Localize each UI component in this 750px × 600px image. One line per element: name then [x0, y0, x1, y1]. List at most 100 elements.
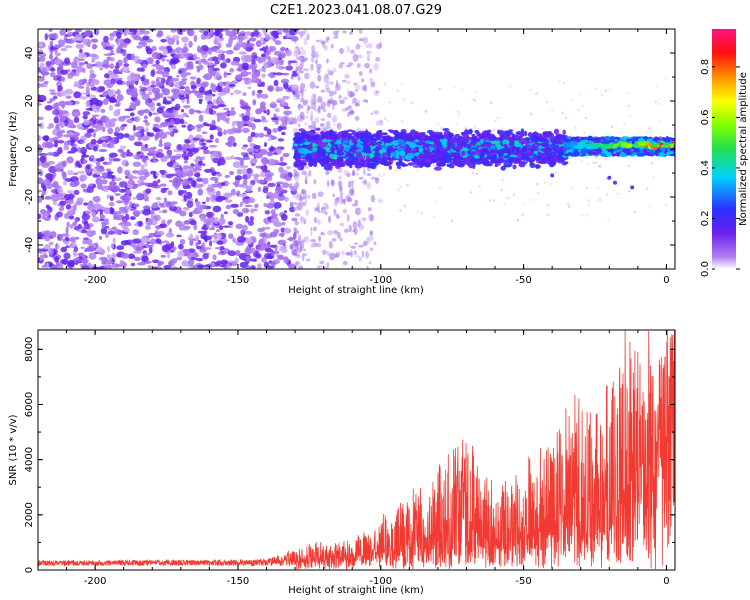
heatmap-cell [265, 34, 271, 41]
heatmap-cell [166, 161, 174, 167]
heatmap-cell [370, 112, 374, 115]
heatmap-cell [299, 115, 304, 120]
heatmap-cell [183, 155, 189, 161]
heatmap-cell [144, 225, 151, 231]
heatmap-cell [38, 148, 43, 154]
heatmap-cell [386, 120, 390, 123]
heatmap-cell [283, 110, 292, 115]
heatmap-cell [317, 74, 322, 82]
heatmap-cell [249, 216, 255, 222]
heatmap-cell [100, 179, 108, 185]
heatmap-cell [327, 229, 334, 236]
heatmap-cell [49, 92, 58, 95]
heatmap-cell [251, 58, 256, 66]
heatmap-cell [82, 239, 88, 245]
heatmap-cell [216, 85, 223, 93]
heatmap-cell [251, 238, 256, 244]
heatmap-cell [201, 226, 205, 230]
heatmap-cell [267, 151, 273, 156]
heatmap-cell [92, 132, 97, 138]
heatmap-cell [374, 56, 381, 62]
heatmap-cell [261, 46, 266, 52]
heatmap-cell [209, 240, 213, 247]
heatmap-cell [115, 62, 119, 68]
heatmap-cell [500, 188, 503, 191]
heatmap-cell [310, 102, 317, 110]
heatmap-cell [627, 164, 630, 167]
heatmap-cell [273, 191, 279, 199]
heatmap-cell [56, 243, 60, 250]
heatmap-cell [195, 65, 203, 69]
heatmap-cell [262, 119, 269, 123]
heatmap-cell [177, 176, 182, 183]
heatmap-cell [113, 177, 122, 181]
heatmap-cell [627, 104, 630, 108]
heatmap-cell [442, 127, 450, 132]
heatmap-cell [103, 35, 109, 43]
heatmap-cell [107, 230, 115, 235]
heatmap-cell [101, 63, 109, 68]
heatmap-cell [553, 128, 560, 135]
heatmap-cell [101, 185, 109, 190]
heatmap-cell [96, 209, 104, 212]
heatmap-cell [56, 68, 60, 76]
heatmap-cell [592, 161, 595, 164]
heatmap-cell [285, 166, 292, 170]
heatmap-cell [348, 180, 352, 189]
heatmap-cell [121, 188, 125, 192]
heatmap-cell [141, 41, 147, 48]
heatmap-cell [140, 30, 150, 35]
heatmap-cell [157, 148, 163, 153]
heatmap-cell [59, 110, 69, 115]
heatmap-cell [217, 130, 223, 137]
heatmap-cell [222, 87, 231, 94]
heatmap-cell [58, 197, 67, 201]
heatmap-cell [226, 128, 236, 135]
heatmap-cell [205, 107, 211, 115]
heatmap-cell [167, 96, 175, 99]
heatmap-cell [535, 182, 539, 186]
heatmap-cell [339, 237, 343, 242]
heatmap-cell [253, 176, 259, 182]
heatmap-cell [304, 199, 308, 207]
heatmap-cell [111, 226, 117, 230]
heatmap-cell [355, 172, 359, 176]
heatmap-cell [78, 61, 85, 67]
heatmap-cell [295, 255, 302, 259]
heatmap-cell [274, 107, 280, 113]
heatmap-cell [96, 139, 104, 145]
heatmap-cell [346, 213, 350, 222]
heatmap-cell [228, 84, 236, 87]
heatmap-cell [155, 59, 160, 65]
heatmap-cell [155, 65, 165, 72]
heatmap-cell [604, 89, 607, 92]
heatmap-cell [225, 199, 233, 203]
heatmap-cell [108, 105, 114, 111]
heatmap-cell [230, 61, 240, 66]
heatmap-cell [156, 107, 164, 114]
heatmap-cell [295, 66, 299, 72]
heatmap-cell [66, 38, 75, 44]
heatmap-cell [248, 197, 256, 204]
heatmap-cell [136, 45, 143, 49]
heatmap-cell [211, 67, 220, 72]
heatmap-cell [406, 184, 409, 187]
heatmap-cell [98, 235, 103, 240]
heatmap-cell [149, 210, 155, 215]
heatmap-cell [581, 105, 584, 108]
heatmap-cell [326, 58, 329, 64]
heatmap-cell [516, 219, 520, 222]
heatmap-cell [232, 142, 237, 147]
heatmap-cell [216, 240, 224, 245]
heatmap-cell [162, 48, 168, 56]
heatmap-cell [516, 160, 521, 164]
heatmap-cell [132, 124, 137, 132]
heatmap-cell [204, 168, 213, 173]
heatmap-cell [303, 37, 308, 46]
heatmap-cell [136, 151, 142, 155]
heatmap-cell [38, 103, 43, 106]
heatmap-cell [118, 44, 123, 50]
heatmap-cell [44, 235, 51, 242]
heatmap-cell [322, 42, 326, 50]
heatmap-cell [389, 154, 396, 157]
